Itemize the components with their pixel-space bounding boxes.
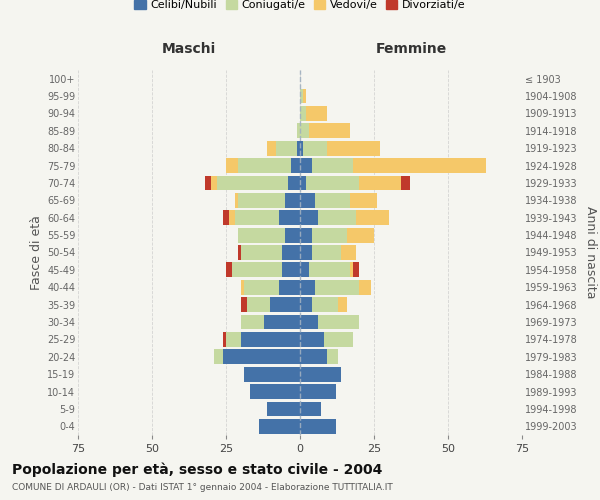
Bar (241, 280, 244, 294)
Bar (268, 141, 277, 156)
Bar (297, 141, 300, 156)
Bar (223, 210, 229, 225)
Bar (211, 176, 217, 190)
Bar (300, 176, 306, 190)
Bar (241, 245, 282, 260)
Bar (306, 106, 326, 121)
Bar (223, 350, 300, 364)
Bar (300, 350, 326, 364)
Bar (241, 298, 247, 312)
Bar (359, 280, 371, 294)
Bar (205, 176, 211, 190)
Text: Maschi: Maschi (162, 42, 216, 56)
Bar (318, 314, 359, 330)
Bar (300, 228, 312, 242)
Bar (300, 314, 318, 330)
Bar (297, 124, 300, 138)
Bar (303, 88, 306, 104)
Bar (291, 158, 300, 173)
Legend: Celibi/Nubili, Coniugati/e, Vedovi/e, Divorziati/e: Celibi/Nubili, Coniugati/e, Vedovi/e, Di… (130, 0, 470, 14)
Bar (315, 280, 359, 294)
Y-axis label: Anni di nascita: Anni di nascita (584, 206, 597, 298)
Bar (300, 88, 303, 104)
Bar (235, 210, 279, 225)
Bar (247, 298, 271, 312)
Text: Popolazione per età, sesso e stato civile - 2004: Popolazione per età, sesso e stato civil… (12, 462, 382, 477)
Bar (300, 419, 335, 434)
Text: Femmine: Femmine (376, 42, 446, 56)
Bar (226, 158, 238, 173)
Bar (341, 245, 356, 260)
Bar (300, 262, 309, 278)
Bar (271, 298, 300, 312)
Bar (226, 262, 232, 278)
Bar (300, 332, 323, 347)
Bar (300, 193, 315, 208)
Bar (259, 419, 300, 434)
Bar (238, 245, 241, 260)
Bar (309, 124, 350, 138)
Bar (285, 228, 300, 242)
Text: COMUNE DI ARDAULI (OR) - Dati ISTAT 1° gennaio 2004 - Elaborazione TUTTITALIA.IT: COMUNE DI ARDAULI (OR) - Dati ISTAT 1° g… (12, 482, 393, 492)
Bar (223, 332, 226, 347)
Bar (300, 210, 318, 225)
Bar (350, 262, 353, 278)
Bar (238, 158, 291, 173)
Bar (312, 158, 353, 173)
Bar (244, 367, 300, 382)
Bar (241, 332, 300, 347)
Bar (338, 298, 347, 312)
Bar (214, 350, 223, 364)
Bar (300, 158, 312, 173)
Bar (353, 262, 359, 278)
Bar (265, 314, 300, 330)
Bar (326, 141, 380, 156)
Bar (250, 384, 300, 399)
Bar (238, 193, 285, 208)
Bar (300, 280, 315, 294)
Bar (315, 193, 350, 208)
Bar (312, 245, 341, 260)
Bar (229, 210, 235, 225)
Bar (300, 141, 303, 156)
Bar (300, 298, 312, 312)
Bar (318, 210, 356, 225)
Bar (282, 245, 300, 260)
Bar (300, 124, 309, 138)
Bar (232, 262, 282, 278)
Bar (300, 245, 312, 260)
Bar (217, 176, 288, 190)
Bar (226, 332, 241, 347)
Bar (300, 384, 335, 399)
Bar (279, 280, 300, 294)
Bar (279, 210, 300, 225)
Bar (359, 176, 401, 190)
Bar (356, 210, 389, 225)
Bar (241, 314, 265, 330)
Bar (401, 176, 410, 190)
Bar (244, 280, 279, 294)
Bar (288, 176, 300, 190)
Bar (300, 106, 306, 121)
Bar (309, 262, 350, 278)
Bar (312, 298, 338, 312)
Bar (323, 332, 353, 347)
Bar (285, 193, 300, 208)
Bar (277, 141, 297, 156)
Bar (326, 350, 338, 364)
Bar (347, 228, 374, 242)
Bar (312, 228, 347, 242)
Bar (300, 402, 321, 416)
Bar (282, 262, 300, 278)
Bar (306, 176, 359, 190)
Bar (235, 193, 238, 208)
Bar (238, 228, 285, 242)
Y-axis label: Fasce di età: Fasce di età (29, 215, 43, 290)
Bar (268, 402, 300, 416)
Bar (350, 193, 377, 208)
Bar (300, 367, 341, 382)
Bar (353, 158, 487, 173)
Bar (303, 141, 326, 156)
